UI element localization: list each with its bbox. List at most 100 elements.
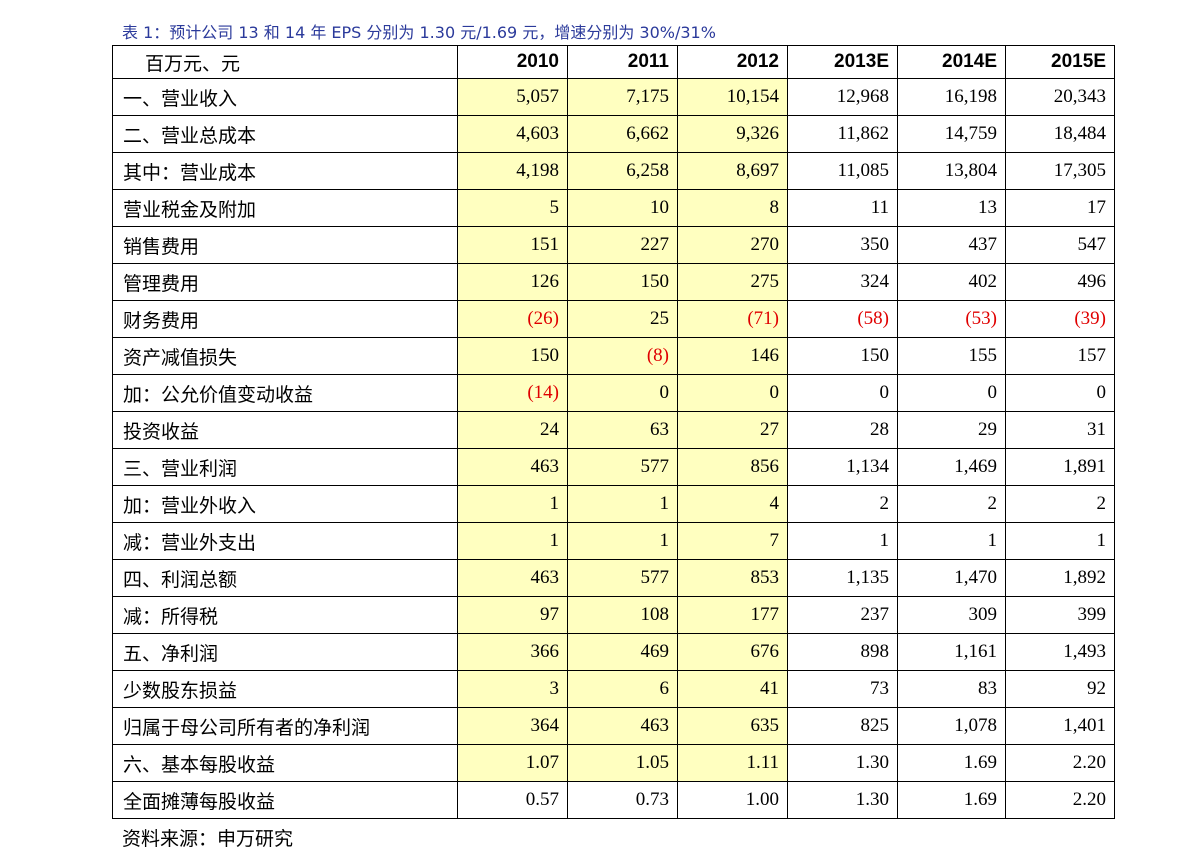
- cell: 366: [457, 633, 568, 671]
- cell: 2: [1005, 485, 1115, 523]
- header-row: 百万元、元 2010 2011 2012 2013E 2014E 2015E: [112, 45, 1115, 79]
- cell: 463: [457, 448, 568, 486]
- cell: 309: [897, 596, 1006, 634]
- row-label: 四、利润总额: [112, 559, 458, 597]
- cell: 29: [897, 411, 1006, 449]
- title: 表 1：预计公司 13 和 14 年 EPS 分别为 1.30 元/1.69 元…: [122, 23, 716, 42]
- cell: 402: [897, 263, 1006, 301]
- cell: 13,804: [897, 152, 1006, 190]
- cell: 324: [787, 263, 898, 301]
- cell: 3: [457, 670, 568, 708]
- cell: 1.05: [567, 744, 678, 782]
- cell: 177: [677, 596, 788, 634]
- table-row: 管理费用 126 150 275 324 402 496: [112, 263, 1115, 301]
- source: 资料来源：申万研究: [122, 829, 294, 850]
- cell: 1.00: [677, 781, 788, 819]
- cell: 63: [567, 411, 678, 449]
- cell: 25: [567, 300, 678, 338]
- cell: 437: [897, 226, 1006, 264]
- column-header: 2015E: [1005, 45, 1115, 79]
- cell: 1.69: [897, 744, 1006, 782]
- table-row: 减：营业外支出 1 1 7 1 1 1: [112, 522, 1115, 560]
- row-label: 二、营业总成本: [112, 115, 458, 153]
- column-header: 2013E: [787, 45, 898, 79]
- cell: (26): [457, 300, 568, 338]
- cell: (71): [677, 300, 788, 338]
- cell: 150: [457, 337, 568, 375]
- cell: 2: [897, 485, 1006, 523]
- cell: 0: [897, 374, 1006, 412]
- cell: 1,134: [787, 448, 898, 486]
- cell: 1: [567, 522, 678, 560]
- cell: 17: [1005, 189, 1115, 227]
- cell: 1,135: [787, 559, 898, 597]
- cell: 856: [677, 448, 788, 486]
- column-header: 2012: [677, 45, 788, 79]
- cell: 11,085: [787, 152, 898, 190]
- cell: 5: [457, 189, 568, 227]
- cell: 16,198: [897, 78, 1006, 116]
- cell: 24: [457, 411, 568, 449]
- column-header: 2010: [457, 45, 568, 79]
- cell: 6,662: [567, 115, 678, 153]
- row-label: 营业税金及附加: [112, 189, 458, 227]
- table-row: 财务费用 (26) 25 (71) (58) (53) (39): [112, 300, 1115, 338]
- cell: 7: [677, 522, 788, 560]
- table-row: 投资收益 24 63 27 28 29 31: [112, 411, 1115, 449]
- cell: 4,198: [457, 152, 568, 190]
- row-label: 减：所得税: [112, 596, 458, 634]
- cell: 364: [457, 707, 568, 745]
- column-header: 2014E: [897, 45, 1006, 79]
- row-label: 其中：营业成本: [112, 152, 458, 190]
- row-label: 管理费用: [112, 263, 458, 301]
- cell: 4,603: [457, 115, 568, 153]
- cell: 1,891: [1005, 448, 1115, 486]
- cell: 10,154: [677, 78, 788, 116]
- row-label: 加：公允价值变动收益: [112, 374, 458, 412]
- cell: 0: [677, 374, 788, 412]
- cell: 5,057: [457, 78, 568, 116]
- cell: 28: [787, 411, 898, 449]
- cell: 1: [787, 522, 898, 560]
- table-row: 一、营业收入 5,057 7,175 10,154 12,968 16,198 20,343: [112, 78, 1115, 116]
- cell: 13: [897, 189, 1006, 227]
- cell: 27: [677, 411, 788, 449]
- cell: 1.07: [457, 744, 568, 782]
- cell: 227: [567, 226, 678, 264]
- cell: 97: [457, 596, 568, 634]
- cell: 275: [677, 263, 788, 301]
- cell: 399: [1005, 596, 1115, 634]
- row-label: 五、净利润: [112, 633, 458, 671]
- row-label: 加：营业外收入: [112, 485, 458, 523]
- cell: 825: [787, 707, 898, 745]
- cell: 1.69: [897, 781, 1006, 819]
- cell: 155: [897, 337, 1006, 375]
- cell: 146: [677, 337, 788, 375]
- table-row: 加：公允价值变动收益 (14) 0 0 0 0 0: [112, 374, 1115, 412]
- cell: 1,469: [897, 448, 1006, 486]
- table-row: 二、营业总成本 4,603 6,662 9,326 11,862 14,759 18,484: [112, 115, 1115, 153]
- cell: 73: [787, 670, 898, 708]
- cell: 898: [787, 633, 898, 671]
- cell: (53): [897, 300, 1006, 338]
- row-label: 减：营业外支出: [112, 522, 458, 560]
- table-row: 五、净利润 366 469 676 898 1,161 1,493: [112, 633, 1115, 671]
- cell: 0.73: [567, 781, 678, 819]
- column-header: 2011: [567, 45, 678, 79]
- row-label: 一、营业收入: [112, 78, 458, 116]
- cell: 10: [567, 189, 678, 227]
- row-label: 全面摊薄每股收益: [112, 781, 458, 819]
- cell: 150: [567, 263, 678, 301]
- cell: 1: [1005, 522, 1115, 560]
- cell: 0: [567, 374, 678, 412]
- cell: 1: [567, 485, 678, 523]
- row-label: 归属于母公司所有者的净利润: [112, 707, 458, 745]
- cell: (58): [787, 300, 898, 338]
- cell: 270: [677, 226, 788, 264]
- table-row: 加：营业外收入 1 1 4 2 2 2: [112, 485, 1115, 523]
- cell: 9,326: [677, 115, 788, 153]
- cell: 237: [787, 596, 898, 634]
- row-label: 百万元、元: [112, 45, 458, 79]
- cell: 4: [677, 485, 788, 523]
- cell: 41: [677, 670, 788, 708]
